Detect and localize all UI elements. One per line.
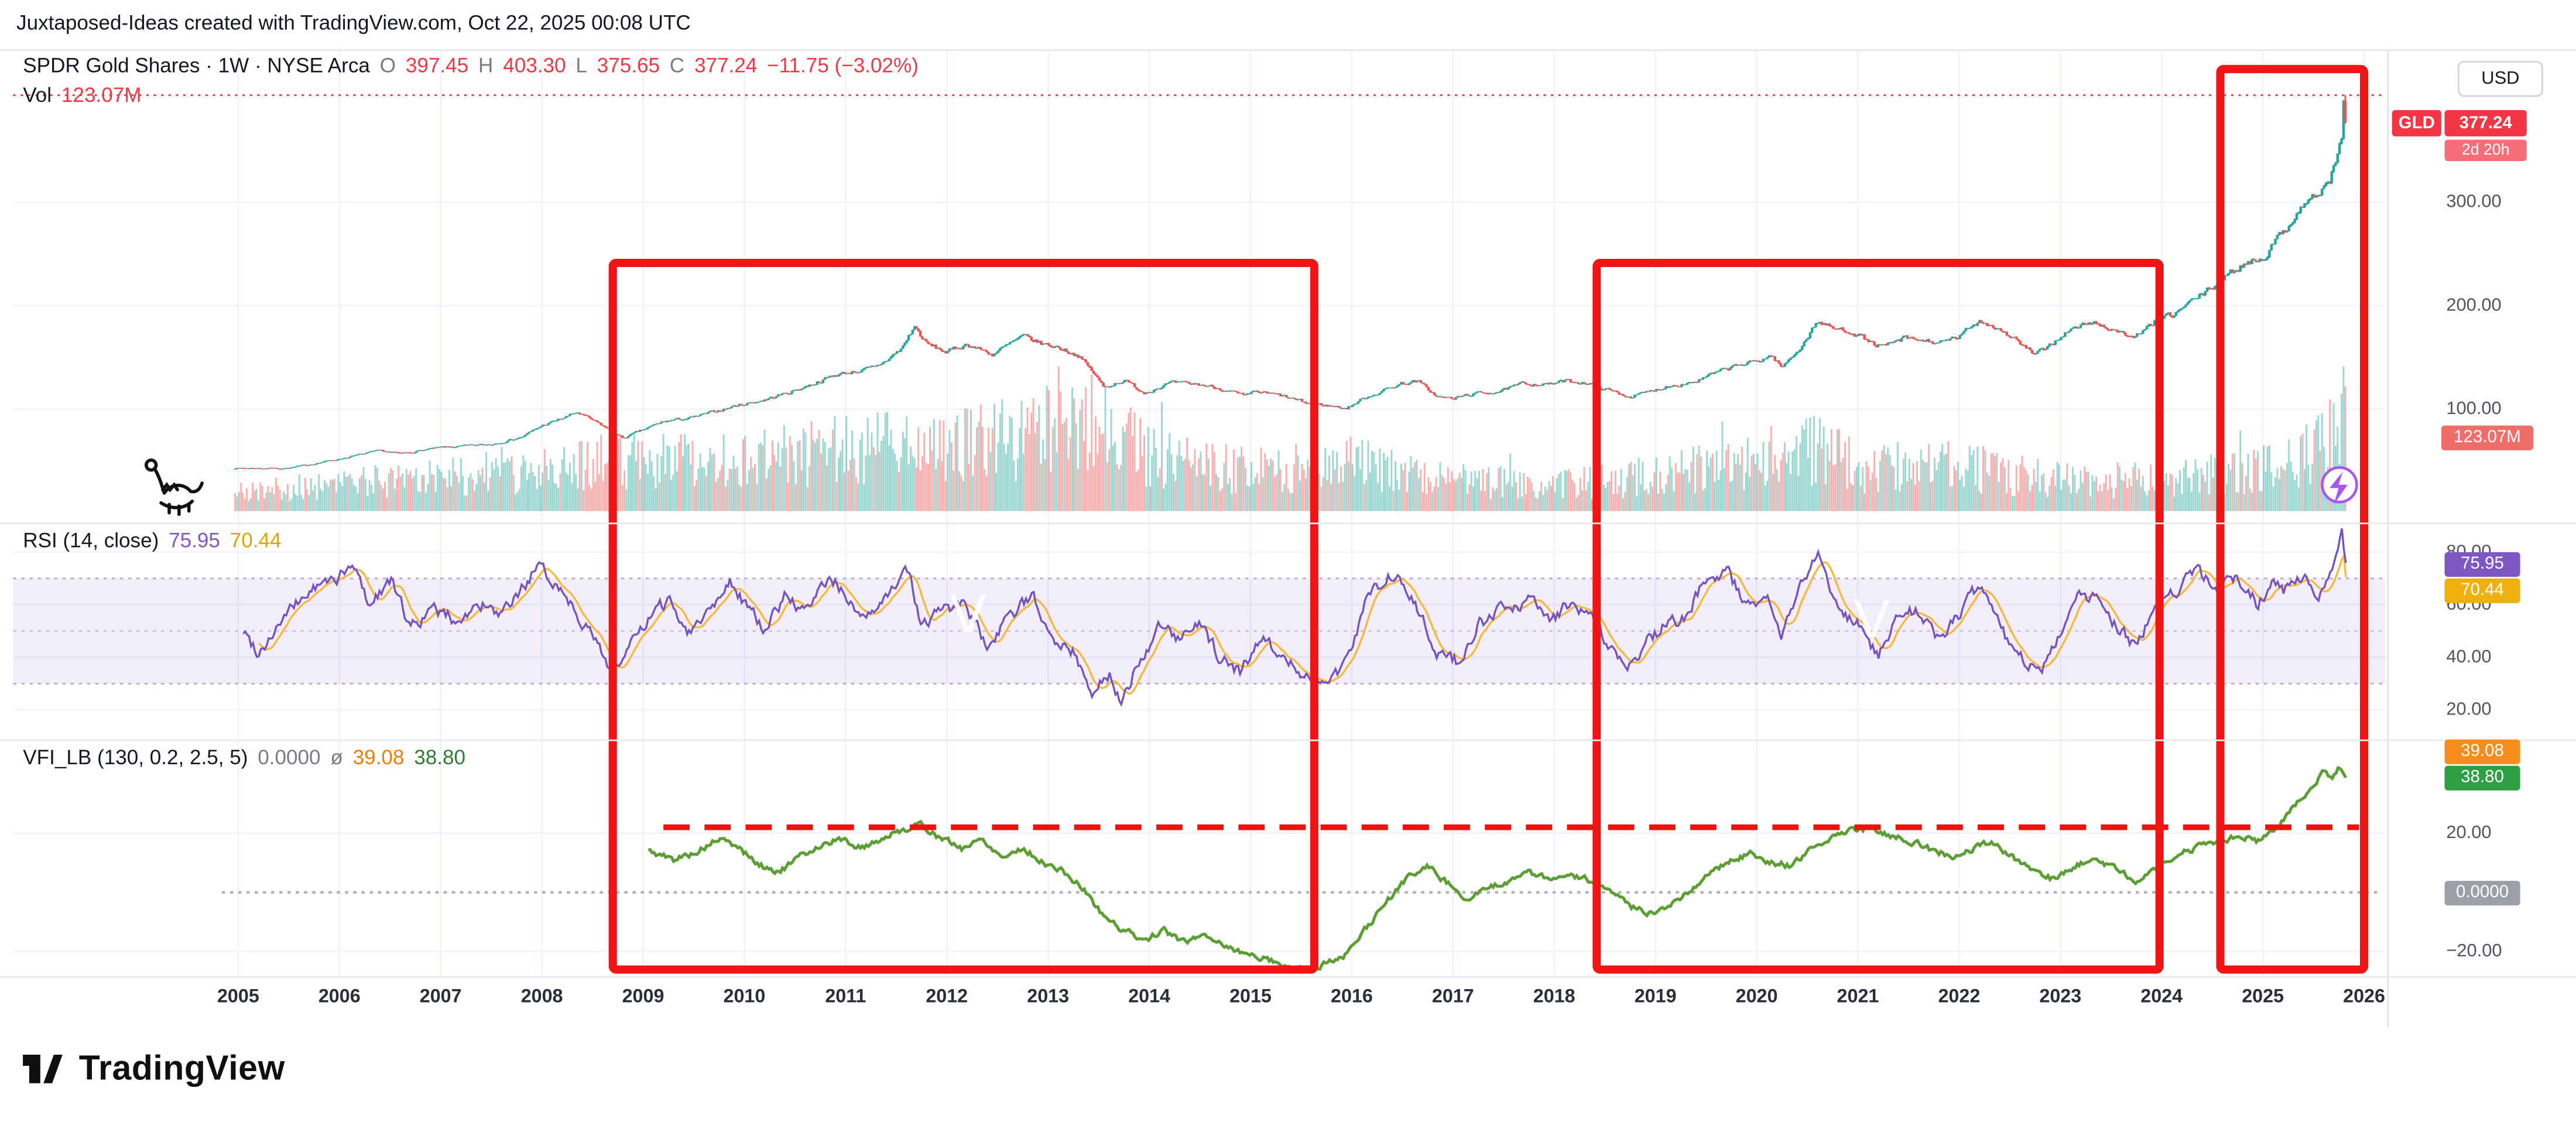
candles-down-wicks xyxy=(234,95,2347,470)
vfi-timeaxis-separator xyxy=(0,976,2576,978)
change-value: −11.75 (−3.02%) xyxy=(767,54,919,77)
rsi-label[interactable]: RSI (14, close) xyxy=(23,529,159,552)
volume-value: 123.07M xyxy=(61,84,142,107)
time-axis-year-label: 2016 xyxy=(1331,987,1373,1008)
candles-down-bodies xyxy=(234,101,2347,470)
price-tick-label: 300.00 xyxy=(2446,192,2502,212)
watermark-letter-1: V xyxy=(949,583,987,646)
time-axis-year-label: 2013 xyxy=(1027,987,1070,1008)
vfi-legend[interactable]: VFI_LB (130, 0.2, 2.5, 5) 0.0000 ø 39.08… xyxy=(23,746,465,769)
rsi-ma-value: 70.44 xyxy=(229,529,282,552)
candles-up-bodies xyxy=(235,101,2345,470)
time-axis-year-label: 2017 xyxy=(1431,987,1474,1008)
vfi-line[interactable] xyxy=(648,765,2348,972)
rsi-ma-line[interactable] xyxy=(258,552,2347,695)
ohlc-low-label: L xyxy=(576,54,587,77)
vfi-axis-badge: 38.80 xyxy=(2444,765,2520,791)
volume-legend[interactable]: Vol 123.07M xyxy=(23,84,141,107)
vfi-label[interactable]: VFI_LB (130, 0.2, 2.5, 5) xyxy=(23,745,248,770)
ohlc-high-value: 403.30 xyxy=(503,54,566,77)
ohlc-close-label: C xyxy=(669,54,685,77)
header-separator xyxy=(0,49,2576,51)
vfi-tick-label: 20.00 xyxy=(2446,823,2492,843)
symbol-price-badge-value: 377.24 xyxy=(2444,110,2527,136)
symbol-title[interactable]: SPDR Gold Shares · 1W · NYSE Arca xyxy=(23,54,370,77)
time-axis-year-label: 2015 xyxy=(1229,987,1272,1008)
highlight-box-2[interactable] xyxy=(1592,258,2164,974)
time-axis-year-label: 2025 xyxy=(2242,987,2284,1008)
tradingview-logo[interactable]: TradingView xyxy=(20,1046,285,1091)
dinosaur-sketch[interactable] xyxy=(144,458,204,517)
tradingview-logo-text: TradingView xyxy=(78,1049,285,1087)
time-axis-year-label: 2019 xyxy=(1634,987,1677,1008)
volume-bars-down xyxy=(234,366,2347,511)
time-axis-year-label: 2011 xyxy=(825,987,866,1008)
time-axis-year-label: 2010 xyxy=(723,987,766,1008)
ohlc-close-value: 377.24 xyxy=(694,54,758,77)
currency-label: USD xyxy=(2481,69,2520,89)
rsi-legend[interactable]: RSI (14, close) 75.95 70.44 xyxy=(23,529,281,552)
rsi-ma-axis-badge: 70.44 xyxy=(2444,578,2520,603)
symbol-price-badge-ticker: GLD xyxy=(2392,110,2441,136)
time-axis-year-label: 2021 xyxy=(1837,987,1879,1008)
vfi-avg-value: 39.08 xyxy=(352,745,405,770)
highlight-box-3[interactable] xyxy=(2216,64,2369,974)
symbol-legend[interactable]: SPDR Gold Shares · 1W · NYSE Arca O 397.… xyxy=(23,54,919,77)
price-tick-label: 200.00 xyxy=(2446,296,2502,316)
vfi-value: 38.80 xyxy=(414,745,466,770)
price-axis-border xyxy=(2387,49,2389,1027)
vfi-zero-axis-badge: 0.0000 xyxy=(2444,881,2520,906)
price-rsi-separator[interactable] xyxy=(0,522,2576,525)
rsi-tick-label: 20.00 xyxy=(2446,700,2492,720)
time-axis-year-label: 2014 xyxy=(1128,987,1171,1008)
volume-label: Vol xyxy=(23,84,52,107)
volume-bars-up xyxy=(236,366,2345,511)
vfi-tick-label: −20.00 xyxy=(2446,941,2502,962)
boost-lightning-icon[interactable] xyxy=(2321,466,2358,505)
time-axis-year-label: 2020 xyxy=(1735,987,1778,1008)
candles-up-wicks xyxy=(236,100,2345,469)
time-axis-year-label: 2023 xyxy=(2039,987,2082,1008)
tradingview-logo-icon xyxy=(23,1055,63,1083)
bar-countdown-badge: 2d 20h xyxy=(2444,139,2527,161)
time-axis-year-label: 2009 xyxy=(622,987,664,1008)
rsi-line[interactable] xyxy=(242,528,2347,707)
vfi-avg-symbol: ø xyxy=(330,745,343,770)
rsi-axis-badge: 75.95 xyxy=(2444,552,2520,577)
time-axis-year-label: 2026 xyxy=(2343,987,2385,1008)
rsi-band xyxy=(13,578,2386,684)
vfi-avg-axis-badge: 39.08 xyxy=(2444,739,2520,764)
time-axis-year-label: 2024 xyxy=(2140,987,2183,1008)
grid xyxy=(13,50,2386,976)
rsi-vfi-separator[interactable] xyxy=(0,739,2576,741)
rsi-tick-label: 40.00 xyxy=(2446,647,2492,668)
time-axis-year-label: 2022 xyxy=(1938,987,1981,1008)
time-axis-year-label: 2012 xyxy=(926,987,968,1008)
vfi-zero-value: 0.0000 xyxy=(258,745,321,770)
time-axis-year-label: 2005 xyxy=(217,987,259,1008)
time-axis-year-label: 2007 xyxy=(419,987,462,1008)
watermark-letter-2: V xyxy=(1853,588,1890,651)
ohlc-low-value: 375.65 xyxy=(597,54,660,77)
ohlc-open-label: O xyxy=(379,54,396,77)
time-axis-year-label: 2008 xyxy=(520,987,563,1008)
time-axis-year-label: 2006 xyxy=(318,987,361,1008)
time-axis-year-label: 2018 xyxy=(1533,987,1575,1008)
highlight-box-1[interactable] xyxy=(608,258,1318,974)
ohlc-open-value: 397.45 xyxy=(405,54,469,77)
header-credit: Juxtaposed-Ideas created with TradingVie… xyxy=(16,11,691,35)
currency-selector[interactable]: USD xyxy=(2457,60,2543,97)
volume-axis-badge: 123.07M xyxy=(2441,425,2534,450)
price-tick-label: 100.00 xyxy=(2446,399,2502,419)
rsi-value: 75.95 xyxy=(169,529,220,552)
ohlc-high-label: H xyxy=(478,54,494,77)
